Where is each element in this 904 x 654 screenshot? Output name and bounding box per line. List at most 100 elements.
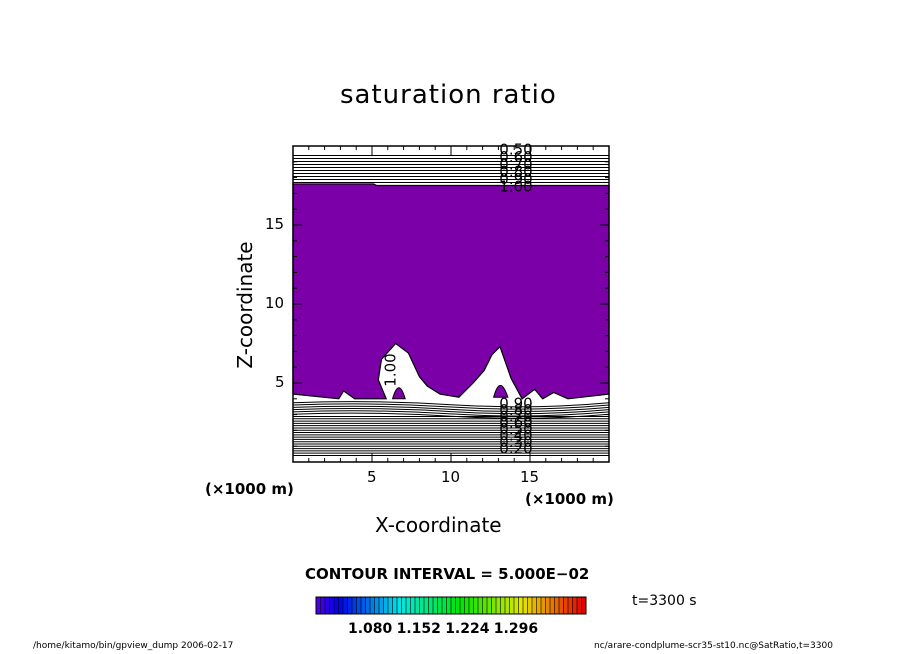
inner-core-right bbox=[493, 384, 509, 398]
colorbar-cell bbox=[451, 597, 456, 614]
colorbar-tick-label: 1.296 bbox=[493, 621, 539, 637]
y-tick-label: 10 bbox=[265, 294, 285, 312]
colorbar-cell bbox=[532, 597, 537, 614]
colorbar-cell bbox=[464, 597, 470, 614]
chart-title: saturation ratio bbox=[340, 80, 557, 110]
colorbar-cell bbox=[392, 597, 398, 614]
contour-label: 0.80 bbox=[499, 163, 532, 181]
contour-label: 0.80 bbox=[499, 401, 532, 419]
contour-label: 0.30 bbox=[499, 433, 532, 451]
colorbar-cell bbox=[545, 597, 551, 614]
contour-line bbox=[292, 405, 610, 412]
colorbar-cell bbox=[424, 597, 429, 614]
contour-label: 0.40 bbox=[499, 427, 532, 445]
contour-label: 0.20 bbox=[499, 439, 532, 457]
x-unit-label-left: (×1000 m) bbox=[205, 480, 294, 498]
colorbar-cell bbox=[433, 597, 438, 614]
x-unit-label-right: (×1000 m) bbox=[525, 490, 614, 508]
colorbar-cell bbox=[428, 597, 434, 614]
contour-label: 0.90 bbox=[499, 170, 532, 188]
colorbar-cell bbox=[316, 597, 321, 614]
colorbar-cell bbox=[374, 597, 380, 614]
colorbar-cell bbox=[500, 597, 506, 614]
colorbar-cell bbox=[482, 597, 488, 614]
colorbar-cell bbox=[469, 597, 474, 614]
colorbar-cell bbox=[581, 597, 587, 614]
colorbar-cell bbox=[356, 597, 362, 614]
colorbar-cell bbox=[446, 597, 452, 614]
colorbar-cell bbox=[320, 597, 326, 614]
contour-label: 0.50 bbox=[499, 420, 532, 438]
colorbar-cell bbox=[478, 597, 483, 614]
colorbar-cell bbox=[572, 597, 578, 614]
colorbar-cell bbox=[550, 597, 555, 614]
contour-line bbox=[292, 410, 610, 417]
colorbar-cell bbox=[518, 597, 524, 614]
y-tick-label: 15 bbox=[265, 215, 285, 233]
contour-line bbox=[292, 403, 610, 410]
contour-label-inline: 1.00 bbox=[382, 353, 400, 386]
colorbar-cell bbox=[388, 597, 393, 614]
contour-label: 0.50 bbox=[499, 141, 532, 159]
colorbar-cell bbox=[370, 597, 375, 614]
colorbar-cell bbox=[347, 597, 353, 614]
colorbar-cell bbox=[505, 597, 510, 614]
x-tick-label: 15 bbox=[520, 468, 540, 486]
colorbar-cell bbox=[365, 597, 371, 614]
footer-left: /home/kitamo/bin/gpview_dump 2006-02-17 bbox=[33, 641, 234, 651]
colorbar-cell bbox=[455, 597, 461, 614]
colorbar-cell bbox=[491, 597, 497, 614]
footer-right: nc/arare-condplume-scr35-st10.nc@SatRati… bbox=[594, 641, 833, 651]
colorbar-cell bbox=[577, 597, 582, 614]
colorbar-cell bbox=[406, 597, 411, 614]
colorbar-cell bbox=[415, 597, 420, 614]
x-tick-label: 10 bbox=[441, 468, 461, 486]
colorbar-cell bbox=[473, 597, 479, 614]
contour-line bbox=[292, 401, 610, 408]
colorbar-cell bbox=[343, 597, 348, 614]
colorbar-cell bbox=[554, 597, 560, 614]
colorbar-cell bbox=[352, 597, 357, 614]
x-tick-label: 5 bbox=[367, 468, 377, 486]
colorbar-cell bbox=[361, 597, 366, 614]
colorbar-cell bbox=[559, 597, 564, 614]
colorbar-cell bbox=[334, 597, 339, 614]
colorbar-cell bbox=[437, 597, 443, 614]
colorbar-cell bbox=[509, 597, 515, 614]
contour-label: 0.60 bbox=[499, 148, 532, 166]
y-tick-label: 5 bbox=[275, 373, 285, 391]
colorbar-frame bbox=[315, 596, 587, 615]
contour-line bbox=[292, 407, 610, 415]
colorbar-cell bbox=[383, 597, 389, 614]
contour-interval: CONTOUR INTERVAL = 5.000E−02 bbox=[305, 565, 590, 583]
colorbar-cell bbox=[325, 597, 330, 614]
colorbar-cell bbox=[541, 597, 546, 614]
colorbar-tick-label: 1.152 bbox=[396, 621, 441, 637]
colorbar-tick-label: 1.224 bbox=[445, 621, 490, 637]
colorbar-cell bbox=[563, 597, 569, 614]
colorbar-cell bbox=[568, 597, 573, 614]
colorbar-cell bbox=[460, 597, 465, 614]
colorbar-cell bbox=[442, 597, 447, 614]
x-axis-label: X-coordinate bbox=[375, 513, 502, 537]
colorbar-tick-label: 1.080 bbox=[348, 621, 393, 637]
saturated-region bbox=[292, 183, 610, 400]
y-axis-label: Z-coordinate bbox=[233, 241, 257, 369]
colorbar-cell bbox=[401, 597, 407, 614]
contour-label: 1.00 bbox=[499, 178, 532, 196]
colorbar-cell bbox=[487, 597, 492, 614]
colorbar-cell bbox=[514, 597, 519, 614]
contour-label: 0.90 bbox=[499, 395, 532, 413]
colorbar-cell bbox=[329, 597, 335, 614]
colorbar-cell bbox=[338, 597, 344, 614]
colorbar-cell bbox=[397, 597, 402, 614]
contour-label: 0.60 bbox=[499, 414, 532, 432]
colorbar-cell bbox=[496, 597, 501, 614]
colorbar-cell bbox=[536, 597, 542, 614]
inner-core-left bbox=[391, 387, 406, 400]
time-label: t=3300 s bbox=[632, 593, 697, 609]
colorbar-cell bbox=[527, 597, 533, 614]
colorbar-cell bbox=[419, 597, 425, 614]
